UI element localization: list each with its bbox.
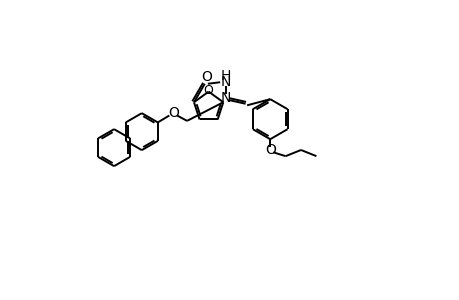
- Text: O: O: [168, 106, 178, 120]
- Text: N: N: [220, 75, 230, 89]
- Text: H: H: [220, 69, 230, 83]
- Text: O: O: [203, 84, 213, 97]
- Text: O: O: [264, 143, 275, 157]
- Text: O: O: [201, 70, 211, 84]
- Text: N: N: [220, 91, 230, 105]
